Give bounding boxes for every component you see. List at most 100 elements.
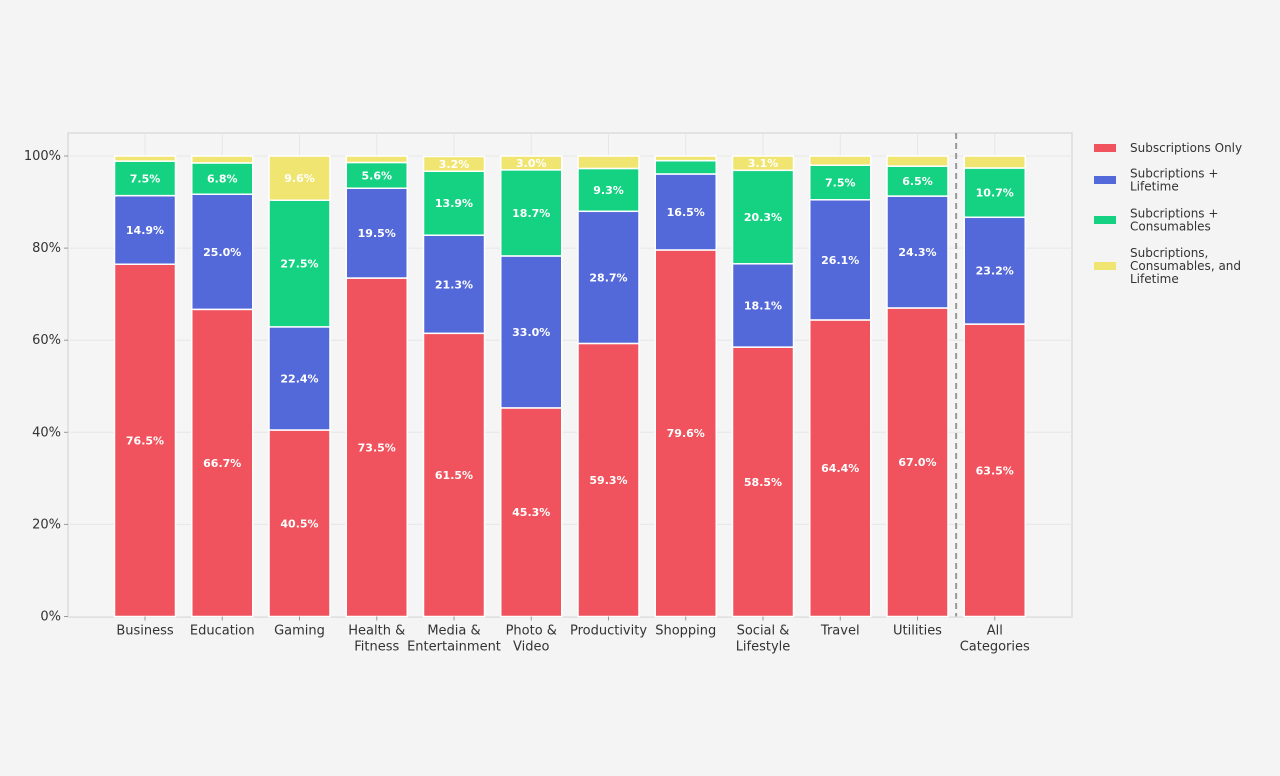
legend-label: Subcriptions + Consumables [1130, 207, 1218, 234]
x-tick-label: Travel [820, 624, 860, 639]
bar-segment [345, 277, 408, 618]
x-tick-label: Photo & Video [506, 624, 557, 655]
y-tick-label: 0% [40, 610, 61, 625]
x-tick-label: Education [190, 624, 255, 639]
data-label: 22.4% [280, 372, 318, 385]
bar-segment [731, 169, 795, 265]
bar-segment [654, 173, 717, 251]
legend-swatch [1094, 176, 1116, 184]
data-label: 23.2% [976, 265, 1014, 278]
bar-segment [422, 155, 486, 172]
data-label: 18.1% [744, 299, 782, 312]
bar-segment [963, 216, 1026, 325]
bar-segment [268, 199, 331, 328]
data-label: 27.5% [280, 258, 318, 271]
x-tick-label: Health & Fitness [348, 624, 405, 655]
data-label: 21.3% [435, 278, 473, 291]
bar-segment [500, 169, 563, 257]
bar-segment [191, 193, 254, 311]
data-label: 7.5% [825, 177, 856, 190]
data-label: 66.7% [203, 457, 241, 470]
bar-segment [963, 167, 1026, 219]
bar-segment [886, 195, 949, 309]
data-label: 6.5% [902, 175, 933, 188]
x-tick-label: Shopping [655, 624, 716, 639]
data-label: 14.9% [126, 224, 164, 237]
data-label: 18.7% [512, 207, 550, 220]
data-label: 76.5% [126, 434, 164, 447]
data-label: 7.5% [130, 172, 161, 185]
x-tick-label: Productivity [570, 624, 647, 639]
data-label: 3.1% [748, 157, 779, 170]
legend-label: Subcriptions, Consumables, and Lifetime [1130, 246, 1241, 286]
data-label: 26.1% [821, 254, 859, 267]
data-label: 20.3% [744, 211, 782, 224]
bar-segment [113, 155, 177, 162]
bar-segment [345, 187, 408, 279]
legend-label: Subcriptions + Lifetime [1130, 167, 1218, 194]
bar-segment [886, 307, 949, 618]
legend-swatch [1094, 262, 1116, 270]
data-label: 9.6% [284, 172, 315, 185]
data-label: 10.7% [976, 187, 1014, 200]
data-label: 79.6% [667, 427, 705, 440]
bar-segment [886, 165, 949, 197]
data-label: 9.3% [593, 184, 624, 197]
bar-segment [577, 155, 640, 170]
bar-segment [809, 319, 872, 618]
data-label: 16.5% [667, 206, 705, 219]
bar-segment [268, 429, 331, 618]
bar-segment [654, 249, 717, 618]
data-label: 58.5% [744, 476, 782, 489]
y-tick-label: 20% [32, 517, 61, 532]
data-label: 3.2% [439, 158, 470, 171]
bar-segment [345, 161, 408, 190]
data-label: 40.5% [280, 517, 318, 530]
x-tick-label: Media & Entertainment [407, 624, 501, 655]
x-tick-label: All Categories [960, 624, 1030, 655]
legend-label: Subscriptions Only [1130, 141, 1242, 155]
y-tick-label: 40% [32, 425, 61, 440]
data-label: 6.8% [207, 173, 238, 186]
bar-segment [422, 234, 486, 335]
bar-segment [345, 155, 408, 164]
x-tick-label: Gaming [274, 624, 325, 639]
bar-segment [191, 162, 254, 195]
bar-segment [577, 210, 640, 345]
y-tick-label: 60% [32, 333, 61, 348]
x-tick-label: Business [116, 624, 174, 639]
y-tick-label: 80% [32, 241, 61, 256]
data-label: 73.5% [358, 441, 396, 454]
bar-segment [500, 155, 563, 171]
data-label: 19.5% [358, 227, 396, 240]
bar-segment [577, 342, 640, 618]
bar-segment [963, 155, 1026, 169]
bar-segment [500, 407, 563, 618]
bar-segment [191, 308, 254, 618]
data-label: 13.9% [435, 197, 473, 210]
bar-segment [191, 155, 254, 164]
legend-swatch [1094, 144, 1116, 152]
data-label: 33.0% [512, 326, 550, 339]
data-label: 63.5% [976, 464, 1014, 477]
data-label: 5.6% [361, 169, 392, 182]
legend-swatch [1094, 216, 1116, 224]
data-label: 64.4% [821, 462, 859, 475]
bar-segment [654, 155, 717, 162]
bar-segment [886, 155, 949, 167]
data-label: 67.0% [898, 456, 936, 469]
y-tick-label: 100% [24, 149, 61, 164]
data-label: 24.3% [898, 246, 936, 259]
bar-segment [654, 159, 717, 175]
x-tick-label: Utilities [893, 624, 942, 639]
data-label: 25.0% [203, 246, 241, 259]
bar-segment [422, 332, 486, 618]
data-label: 28.7% [589, 271, 627, 284]
bar-segment [731, 155, 795, 172]
bar-segment [268, 155, 331, 201]
bar-segment [963, 323, 1026, 618]
bar-segment [422, 170, 486, 236]
data-label: 45.3% [512, 506, 550, 519]
bar-segment [268, 326, 331, 431]
x-tick-label: Social & Lifestyle [736, 624, 791, 655]
